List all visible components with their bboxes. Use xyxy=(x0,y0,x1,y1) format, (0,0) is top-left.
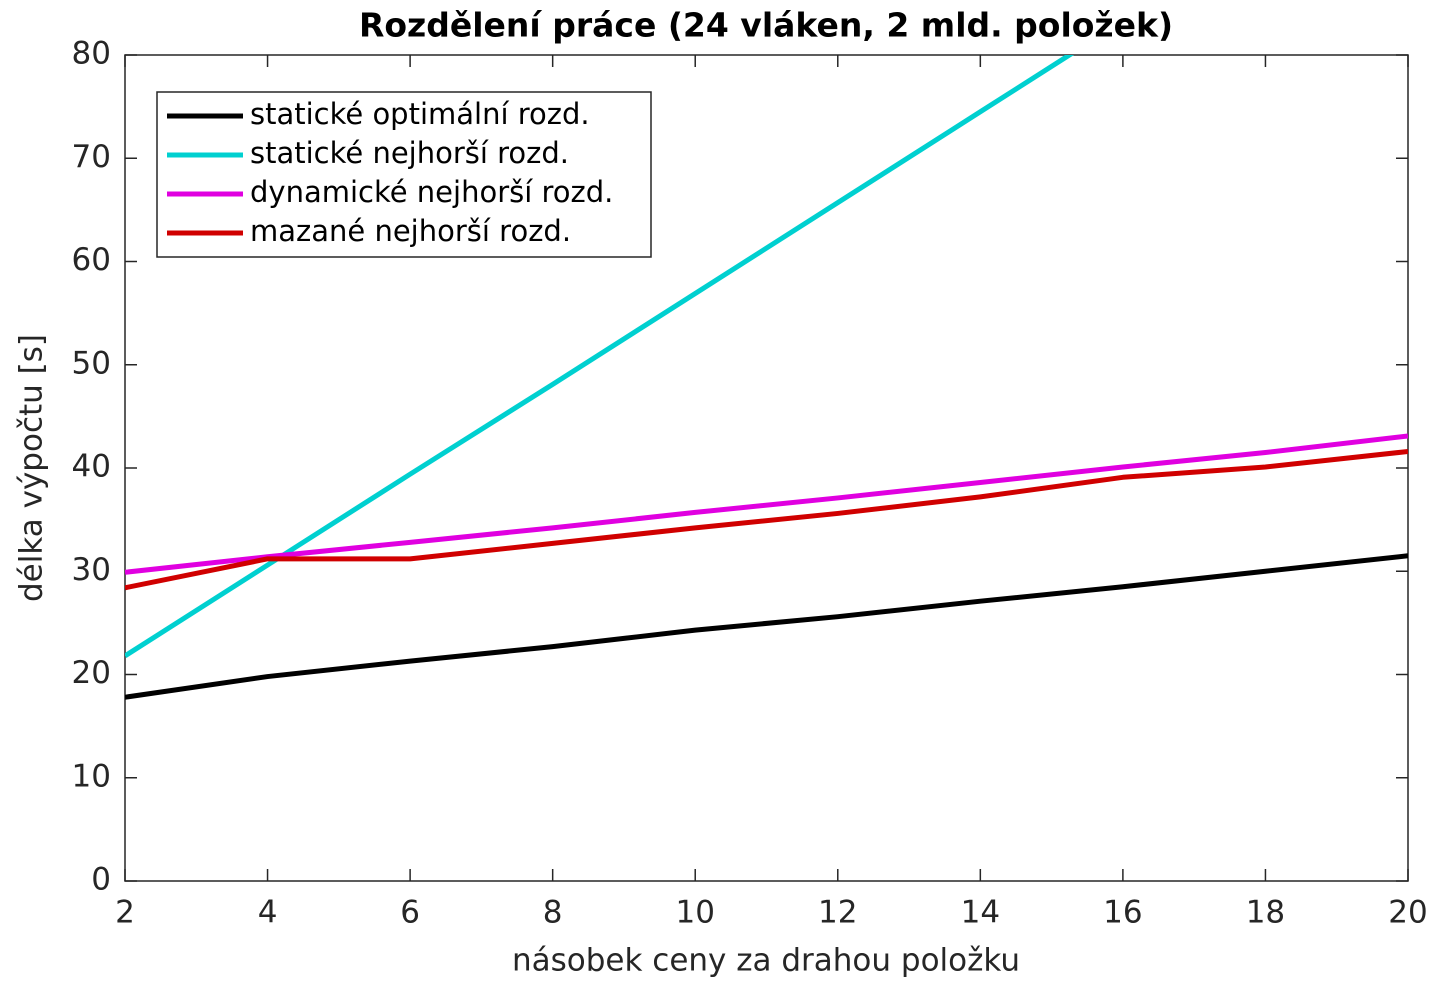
y-tick-label: 20 xyxy=(72,655,111,691)
y-tick-label: 30 xyxy=(72,552,111,588)
legend-box xyxy=(156,91,652,258)
y-tick-label: 10 xyxy=(72,758,111,794)
series-line xyxy=(125,55,1075,659)
y-tick-label: 60 xyxy=(72,242,111,278)
y-tick-label: 80 xyxy=(72,36,111,72)
y-tick-label: 70 xyxy=(72,139,111,175)
x-axis-label: násobek ceny za drahou položku xyxy=(512,943,1020,979)
x-tick-label: 10 xyxy=(675,895,714,931)
x-tick-label: 20 xyxy=(1388,895,1427,931)
x-tick-label: 16 xyxy=(1103,895,1142,931)
x-tick-label: 18 xyxy=(1246,895,1285,931)
y-tick-label: 50 xyxy=(72,345,111,381)
x-tick-label: 14 xyxy=(961,895,1000,931)
legend-label: statické nejhorší rozd. xyxy=(250,136,569,170)
x-tick-label: 8 xyxy=(543,895,563,931)
x-tick-label: 6 xyxy=(400,895,420,931)
x-tick-label: 4 xyxy=(258,895,278,931)
y-tick-label: 40 xyxy=(72,449,111,485)
y-axis-label: délka výpočtu [s] xyxy=(14,334,50,602)
legend-label: statické optimální rozd. xyxy=(250,97,590,131)
series-line xyxy=(125,553,1408,700)
x-tick-label: 2 xyxy=(115,895,135,931)
y-tick-label: 0 xyxy=(91,862,111,898)
x-tick-label: 12 xyxy=(818,895,857,931)
legend-label: dynamické nejhorší rozd. xyxy=(250,175,613,209)
series-line xyxy=(125,433,1408,575)
legend-label: mazané nejhorší rozd. xyxy=(250,214,571,248)
chart-title: Rozdělení práce (24 vláken, 2 mld. polož… xyxy=(359,6,1173,45)
series-line xyxy=(125,448,1408,591)
plot-area xyxy=(125,55,1408,700)
